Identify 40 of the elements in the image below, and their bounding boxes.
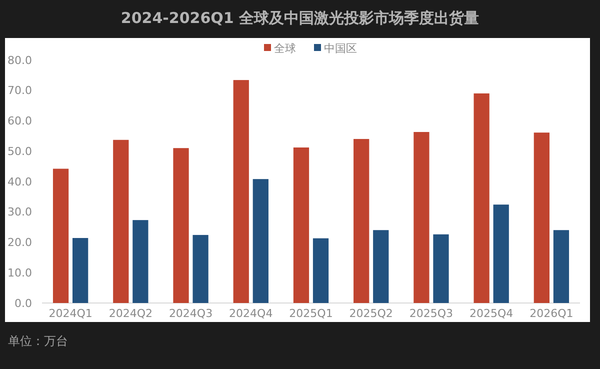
y-tick-label: 70.0 [8, 84, 32, 98]
chart-title: 2024-2026Q1 全球及中国激光投影市场季度出货量 [120, 9, 480, 27]
bar [414, 132, 430, 303]
text: 单位：万台 [8, 334, 68, 348]
x-tick-label: 2024Q4 [229, 307, 273, 320]
bar [113, 140, 129, 303]
bar [293, 147, 310, 303]
bar [233, 80, 249, 303]
y-tick-label: 30.0 [8, 206, 32, 219]
y-tick-label: 80.0 [8, 54, 32, 67]
bar [354, 138, 370, 303]
x-tick-label: 2024Q3 [168, 307, 213, 320]
y-tick-label: 40.0 [8, 175, 32, 188]
bar [433, 234, 449, 303]
bar [132, 220, 148, 303]
y-tick-label: 60.0 [8, 114, 32, 128]
bar [534, 132, 550, 303]
y-tick-label: 50.0 [8, 144, 32, 158]
bar [252, 179, 268, 303]
bar [312, 238, 329, 303]
bar [173, 148, 189, 303]
x-tick-label: 2025Q2 [349, 307, 393, 320]
bar [373, 230, 389, 303]
bar [474, 93, 490, 303]
x-tick-label: 2024Q2 [108, 307, 152, 320]
legend-label: 全球 [274, 42, 296, 55]
y-tick-label: 0.0 [14, 296, 32, 310]
y-tick-label: 20.0 [8, 236, 32, 250]
bar [493, 204, 509, 303]
x-tick-label: 2024Q1 [48, 307, 92, 320]
x-tick-label: 2025Q4 [470, 307, 514, 320]
bar [553, 230, 570, 303]
bar [52, 168, 69, 303]
x-tick-label: 2026Q1 [530, 307, 574, 320]
bar [192, 234, 208, 303]
legend-label: 中国区 [324, 42, 357, 55]
x-tick-label: 2025Q3 [409, 307, 454, 320]
x-tick-label: 2025Q1 [289, 307, 333, 320]
y-tick-label: 10.0 [8, 266, 32, 280]
bar [72, 238, 88, 303]
